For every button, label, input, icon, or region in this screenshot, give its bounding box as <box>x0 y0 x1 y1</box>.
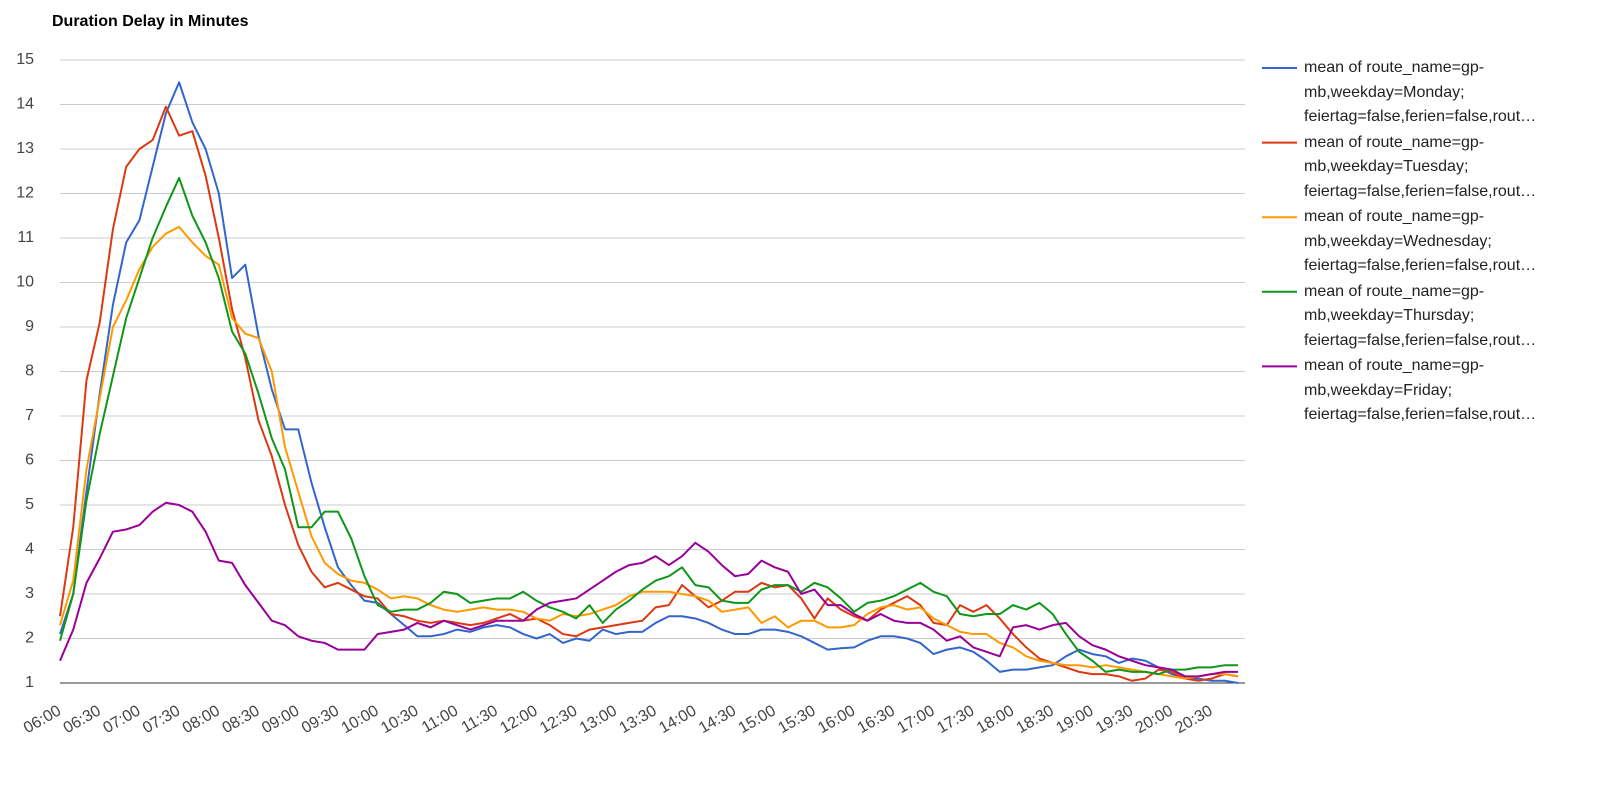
x-tick-label: 14:00 <box>656 702 699 737</box>
x-tick-label: 13:30 <box>617 702 660 737</box>
chart-title: Duration Delay in Minutes <box>52 13 249 30</box>
y-tick-label: 2 <box>25 630 34 647</box>
x-tick-label: 10:00 <box>339 702 382 737</box>
x-tick-label: 18:00 <box>974 702 1017 737</box>
x-tick-label: 07:00 <box>100 702 143 737</box>
x-tick-label: 18:30 <box>1014 702 1057 737</box>
y-tick-label: 6 <box>25 452 34 469</box>
x-tick-label: 19:00 <box>1053 702 1096 737</box>
y-tick-label: 13 <box>16 140 34 157</box>
x-tick-label: 17:30 <box>934 702 977 737</box>
x-tick-label: 10:30 <box>378 702 421 737</box>
x-tick-label: 08:30 <box>219 702 262 737</box>
x-tick-label: 11:30 <box>459 702 501 736</box>
x-tick-label: 14:30 <box>696 702 739 737</box>
x-tick-label: 20:00 <box>1133 702 1176 737</box>
series-line <box>59 105 1239 682</box>
x-tick-label: 11:00 <box>419 702 461 736</box>
y-tick-label: 10 <box>16 274 34 291</box>
series-line <box>59 81 1239 684</box>
x-tick-label: 12:30 <box>537 702 580 737</box>
y-tick-label: 14 <box>16 96 34 113</box>
y-tick-label: 9 <box>25 318 34 335</box>
x-tick-label: 16:00 <box>815 702 858 737</box>
x-tick-label: 12:00 <box>497 702 540 737</box>
x-tick-label: 15:00 <box>736 702 779 737</box>
y-tick-label: 7 <box>25 407 34 424</box>
legend-label: mean of route_name=gp-mb,weekday=Friday;… <box>1304 357 1537 424</box>
series-line <box>59 176 1238 676</box>
series-line <box>59 501 1238 678</box>
legend-label: mean of route_name=gp-mb,weekday=Thursda… <box>1304 282 1537 349</box>
y-tick-label: 3 <box>25 585 34 602</box>
y-tick-label: 15 <box>16 51 34 68</box>
y-tick-label: 8 <box>25 363 34 380</box>
y-tick-label: 1 <box>25 674 34 691</box>
y-tick-label: 4 <box>25 541 34 558</box>
x-tick-label: 06:30 <box>61 702 104 737</box>
x-tick-label: 19:30 <box>1093 702 1136 737</box>
legend-label: mean of route_name=gp-mb,weekday=Tuesday… <box>1304 133 1537 200</box>
x-tick-label: 09:30 <box>299 702 342 737</box>
x-tick-label: 08:00 <box>180 702 223 737</box>
legend-label: mean of route_name=gp-mb,weekday=Wednesd… <box>1304 208 1537 275</box>
x-tick-label: 13:00 <box>577 702 620 737</box>
x-tick-label: 20:30 <box>1172 702 1215 737</box>
x-tick-label: 16:30 <box>855 702 898 737</box>
x-tick-label: 15:30 <box>775 702 818 737</box>
x-tick-label: 17:00 <box>895 702 938 737</box>
series-line <box>59 225 1239 680</box>
grid <box>60 59 1245 684</box>
x-tick-label: 06:00 <box>21 702 64 737</box>
y-tick-label: 11 <box>17 229 34 246</box>
x-tick-label: 09:00 <box>259 702 302 737</box>
legend-label: mean of route_name=gp-mb,weekday=Monday;… <box>1304 59 1537 125</box>
x-tick-label: 07:30 <box>140 702 183 737</box>
y-tick-label: 5 <box>25 496 34 513</box>
y-tick-label: 12 <box>16 185 34 202</box>
